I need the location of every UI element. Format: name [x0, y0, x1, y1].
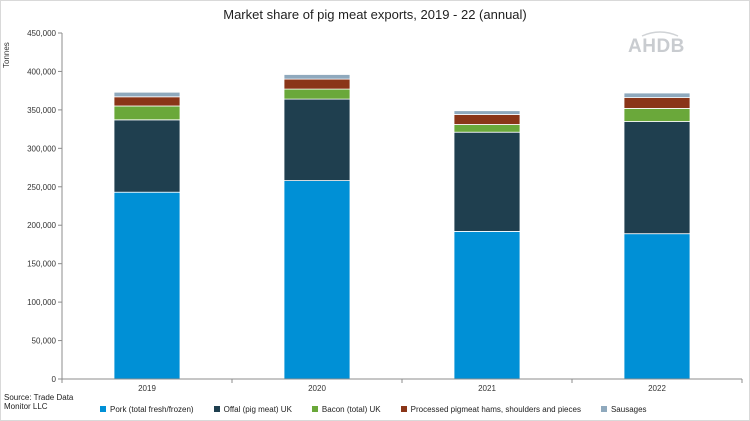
bar-2019-series-0: [113, 191, 181, 380]
legend-item: Bacon (total) UK: [311, 404, 381, 414]
legend-swatch: [311, 406, 318, 412]
bar-2022-series-4: [623, 92, 691, 98]
legend: Pork (total fresh/frozen) Offal (pig meat…: [100, 403, 667, 415]
source-line-1: Source: Trade Data: [4, 393, 74, 402]
y-tick-labels: 0 50,000 100,000 150,000 200,000 250,000 300,0…: [27, 29, 56, 384]
legend-item: Sausages: [600, 404, 647, 414]
bar-2021-series-1: [453, 131, 521, 232]
legend-label: Bacon (total) UK: [321, 404, 381, 414]
bar-2022-series-2: [623, 108, 691, 122]
legend-label: Offal (pig meat) UK: [223, 404, 292, 414]
bar-2022-series-3: [623, 97, 691, 109]
ahdb-logo: AHDB: [628, 36, 685, 57]
bar-2021-series-0: [453, 230, 521, 380]
bar-2020-series-0: [283, 180, 351, 380]
legend-swatch: [600, 406, 607, 412]
legend-label: Sausages: [610, 404, 647, 414]
x-tick-label: 2020: [308, 384, 326, 393]
bar-2021-series-3: [453, 114, 521, 125]
bar-2022-series-1: [623, 121, 691, 235]
bar-2020-series-4: [283, 74, 351, 80]
bar-2021-series-4: [453, 110, 521, 115]
y-tick-label: 300,000: [27, 144, 56, 153]
x-tick-labels: 2019 2020 2021 2022: [138, 384, 666, 393]
legend-swatch: [400, 406, 407, 412]
bar-2022-series-0: [623, 233, 691, 380]
y-tick-label: 100,000: [27, 298, 56, 307]
y-tick-label: 400,000: [27, 67, 56, 76]
bar-2020-series-3: [283, 78, 351, 90]
legend-swatch: [213, 406, 220, 412]
chart-title: Market share of pig meat exports, 2019 -…: [223, 7, 527, 22]
y-tick-label: 250,000: [27, 183, 56, 192]
ahdb-logo-mark-icon: [641, 31, 679, 37]
y-tick-label: 150,000: [27, 260, 56, 269]
legend-item: Offal (pig meat) UK: [213, 404, 292, 414]
legend-label: Pork (total fresh/frozen): [110, 404, 194, 414]
bar-2020-series-1: [283, 98, 351, 181]
legend-item: Pork (total fresh/frozen): [100, 405, 194, 414]
source-line-2: Monitor LLC: [4, 402, 48, 411]
x-tick-label: 2019: [138, 384, 156, 393]
axes-group: [58, 32, 743, 383]
y-tick-label: 0: [52, 375, 57, 384]
y-tick-label: 200,000: [27, 221, 56, 230]
bar-2019-series-2: [113, 105, 181, 121]
bar-2019-series-4: [113, 91, 181, 98]
bar-2021-series-2: [453, 124, 521, 133]
y-tick-label: 350,000: [27, 106, 56, 115]
legend-swatch: [100, 406, 106, 412]
legend-item: Processed pigmeat hams, shoulders and pi…: [400, 404, 581, 414]
source-note: Source: Trade Data Monitor LLC: [4, 393, 73, 411]
bars-group: [113, 74, 691, 380]
bar-2020-series-2: [283, 88, 351, 100]
bar-2019-series-1: [113, 119, 181, 193]
y-tick-label: 50,000: [32, 337, 57, 346]
x-tick-label: 2021: [478, 384, 496, 393]
legend-label: Processed pigmeat hams, shoulders and pi…: [410, 404, 581, 414]
bar-2019-series-3: [113, 96, 181, 107]
x-tick-label: 2022: [648, 384, 666, 393]
y-tick-label: 450,000: [27, 29, 56, 38]
